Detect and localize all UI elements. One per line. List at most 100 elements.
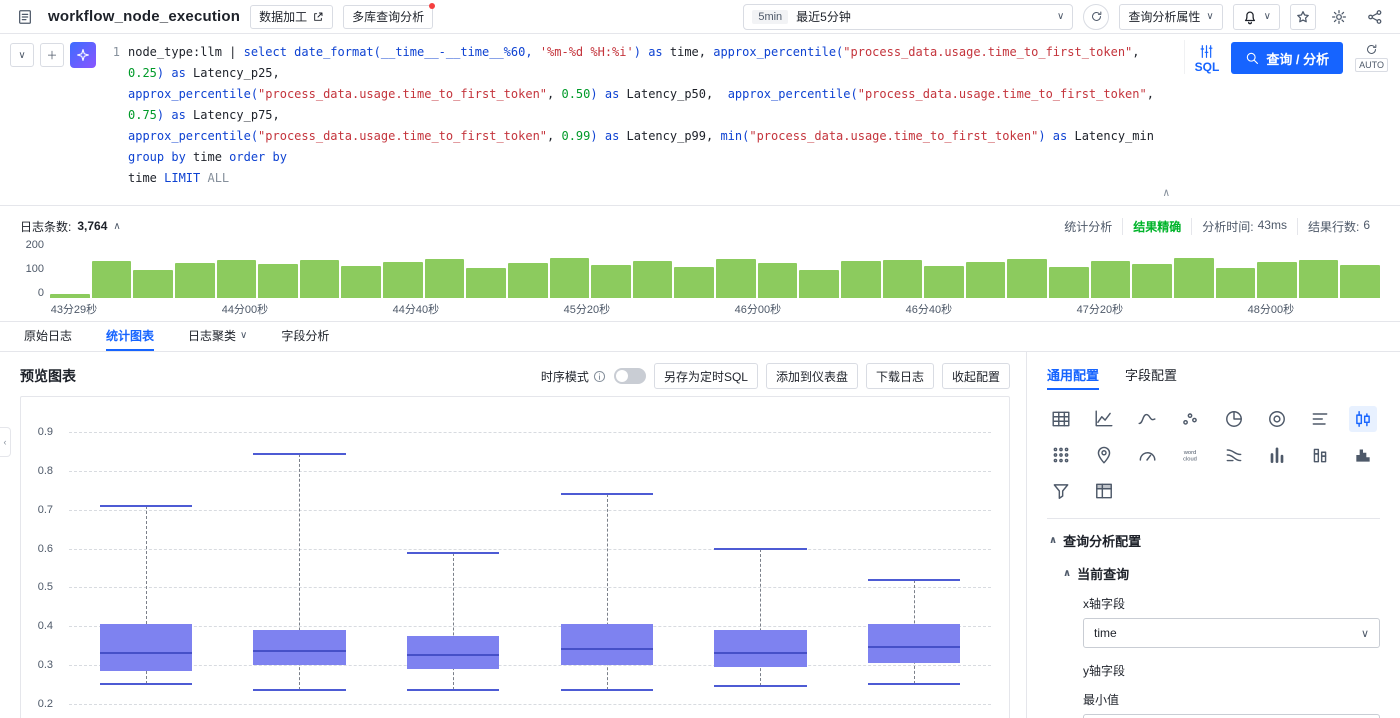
alerts-bell-dropdown[interactable]: ∨ [1232, 3, 1280, 30]
word-cloud-chart-icon[interactable]: word cloud [1176, 442, 1204, 468]
current-query-subsection[interactable]: ∧ 当前查询 [1063, 567, 1130, 582]
tab-stat-charts[interactable]: 统计图表 [106, 322, 155, 351]
donut-chart-chart-icon[interactable] [1263, 406, 1291, 432]
timeseries-mode-toggle[interactable] [613, 368, 646, 384]
scatter-chart-chart-icon[interactable] [1176, 406, 1204, 432]
histogram-bar[interactable] [1298, 260, 1339, 298]
pie-chart-chart-icon[interactable] [1220, 406, 1248, 432]
auto-refresh-button[interactable] [1083, 3, 1110, 30]
search-icon [1247, 52, 1259, 64]
boxplot-group[interactable] [376, 413, 530, 718]
auto-refresh-toggle[interactable]: AUTO [1355, 42, 1388, 72]
chart-type-picker: word cloud [1047, 406, 1380, 504]
gauge-chart-icon[interactable] [1133, 442, 1161, 468]
line-number: 1 [112, 45, 120, 59]
preview-chart-title: 预览图表 [20, 368, 76, 384]
search-analyze-button[interactable]: 查询 / 分析 [1231, 42, 1344, 74]
histogram-bar[interactable] [258, 263, 298, 298]
boxplot-group[interactable] [530, 413, 684, 718]
save-scheduled-sql-button[interactable]: 另存为定时SQL [653, 363, 758, 389]
box-plot-chart-icon[interactable] [1348, 406, 1377, 432]
histogram-bar[interactable] [507, 262, 548, 298]
time-range-picker[interactable]: 5min 最近5分钟 ∨ [743, 3, 1074, 30]
histogram-bar[interactable] [1007, 258, 1047, 298]
histogram-bar[interactable] [1173, 257, 1214, 298]
histogram-bar[interactable] [1090, 260, 1131, 298]
column-chart-chart-icon[interactable] [1263, 442, 1291, 468]
data-processing-button[interactable]: 数据加工 [250, 4, 334, 29]
x-axis-field-select[interactable]: time ∨ [1083, 618, 1380, 648]
map-pin-chart-icon[interactable] [1090, 442, 1118, 468]
boxplot-group[interactable] [837, 413, 991, 718]
histogram-bar[interactable] [424, 259, 465, 298]
query-analysis-props-dropdown[interactable]: 查询分析属性 ∨ [1119, 3, 1223, 30]
histogram-bar[interactable] [632, 260, 673, 298]
settings-button[interactable] [1326, 4, 1352, 30]
line-chart-chart-icon[interactable] [1090, 406, 1118, 432]
boxplot-group[interactable] [69, 413, 223, 718]
histogram-bar[interactable] [674, 266, 714, 298]
funnel-chart-icon[interactable] [1047, 478, 1075, 504]
sql-query-text[interactable]: node_type:llm | select date_format(__tim… [128, 45, 1162, 185]
histogram-bar[interactable] [965, 262, 1006, 298]
histogram-bar[interactable] [341, 266, 381, 298]
boxplot-group[interactable] [684, 413, 838, 718]
boxplot-group[interactable] [223, 413, 377, 718]
histogram-bar[interactable] [1257, 261, 1297, 298]
tab-field-analysis[interactable]: 字段分析 [281, 329, 330, 343]
collapse-config-button[interactable]: 收起配置 [941, 363, 1010, 389]
query-analysis-config-section[interactable]: ∧ 查询分析配置 [1049, 534, 1142, 549]
download-logs-button[interactable]: 下载日志 [865, 363, 934, 389]
histogram-bar[interactable] [1049, 267, 1089, 298]
query-history-dropdown[interactable]: ∨ [10, 43, 34, 67]
histogram-bar[interactable] [840, 261, 881, 298]
collapse-histogram-icon[interactable]: ∧ [113, 220, 121, 232]
dot-matrix-chart-icon[interactable] [1047, 442, 1075, 468]
curve-chart-chart-icon[interactable] [1133, 406, 1161, 432]
result-rows: 结果行数: 6 [1296, 217, 1380, 235]
histogram-bar[interactable] [299, 260, 340, 298]
cfg-tab-field-config[interactable]: 字段配置 [1125, 367, 1178, 383]
histogram-bar[interactable] [133, 270, 173, 298]
histogram-bar[interactable] [799, 269, 839, 298]
histogram-bar[interactable] [1132, 264, 1172, 298]
sql-query-editor[interactable]: 1 node_type:llm | select date_format(__t… [104, 40, 1176, 203]
collapse-editor-icon[interactable]: ∧ [1163, 186, 1170, 199]
bar-list-chart-icon[interactable] [1306, 406, 1334, 432]
histogram-bar[interactable] [50, 293, 90, 298]
histogram-bar[interactable] [91, 260, 132, 298]
cross-table-chart-icon[interactable] [1090, 478, 1118, 504]
histogram-bar[interactable] [924, 265, 964, 298]
y-tick-label: 0 [37, 287, 44, 299]
add-query-tab-button[interactable]: ＋ [40, 43, 64, 67]
cfg-tab-general-config[interactable]: 通用配置 [1047, 360, 1100, 390]
sankey-chart-icon[interactable] [1220, 442, 1248, 468]
tab-log-clustering[interactable]: 日志聚类 ∨ [188, 329, 248, 343]
histogram-bar[interactable] [216, 259, 257, 298]
sql-mode-toggle[interactable]: SQL [1195, 42, 1219, 74]
min-field-select[interactable]: Latency_min ∨ [1083, 714, 1380, 718]
chevron-up-icon: ∧ [1063, 568, 1072, 579]
histogram-bar[interactable] [757, 263, 798, 298]
min-field-label: 最小值 [1083, 693, 1120, 707]
histogram-bar[interactable] [174, 263, 215, 298]
favorite-button[interactable] [1290, 3, 1316, 30]
gridline [69, 509, 991, 511]
histogram-bar[interactable] [716, 259, 756, 298]
histogram-bar[interactable] [591, 264, 631, 298]
histogram-bar[interactable] [882, 260, 923, 298]
share-button[interactable] [1362, 4, 1388, 30]
histogram-bar[interactable] [549, 257, 590, 298]
multi-db-query-button[interactable]: 多库查询分析 [343, 2, 436, 29]
histogram-chart-icon[interactable] [1349, 442, 1377, 468]
histogram-bar[interactable] [1340, 264, 1380, 298]
histogram-bar[interactable] [383, 261, 423, 298]
histogram-bar[interactable] [466, 267, 506, 298]
histogram-bar[interactable] [1215, 268, 1256, 298]
data-table-chart-icon[interactable] [1047, 406, 1075, 432]
stacked-column-chart-icon[interactable] [1306, 442, 1334, 468]
add-to-dashboard-button[interactable]: 添加到仪表盘 [765, 363, 858, 389]
collapse-sidebar-handle[interactable]: ‹ [0, 427, 11, 457]
tab-raw-logs[interactable]: 原始日志 [24, 329, 73, 343]
copilot-sparkle-button[interactable] [70, 42, 96, 68]
